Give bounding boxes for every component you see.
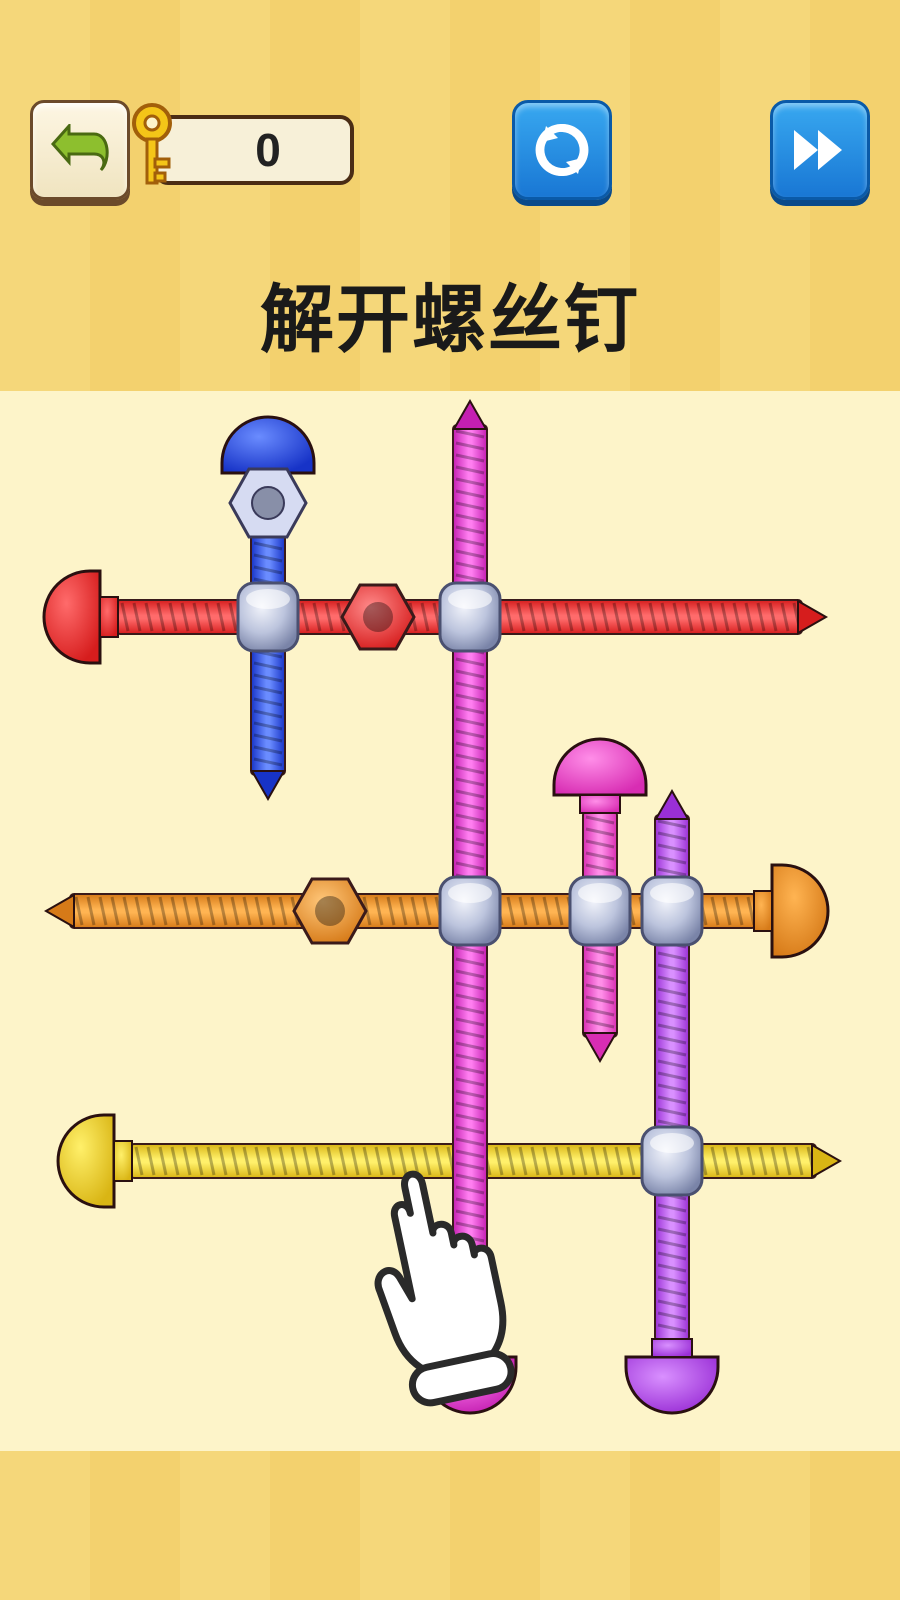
restart-button[interactable] xyxy=(512,100,612,200)
refresh-icon xyxy=(532,120,592,180)
connector xyxy=(238,583,298,651)
bolt-nut[interactable] xyxy=(230,469,306,537)
connector xyxy=(570,877,630,945)
key-counter: 0 xyxy=(154,115,354,185)
skip-button[interactable] xyxy=(770,100,870,200)
connector xyxy=(642,1127,702,1195)
hex-nut[interactable] xyxy=(342,585,414,649)
fast-forward-icon xyxy=(790,126,850,174)
top-bar: 0 xyxy=(0,0,900,220)
screw-yellow-h[interactable] xyxy=(58,1115,840,1207)
connector xyxy=(440,877,500,945)
screw-orange-h[interactable] xyxy=(46,865,828,957)
tutorial-hand-icon xyxy=(357,1162,518,1409)
hex-nut[interactable] xyxy=(294,879,366,943)
connector xyxy=(440,583,500,651)
screw-red-h[interactable] xyxy=(44,571,826,663)
back-button[interactable] xyxy=(30,100,130,200)
game-board[interactable] xyxy=(0,391,900,1451)
connector xyxy=(642,877,702,945)
key-icon xyxy=(122,101,188,197)
level-title: 解开螺丝钉 xyxy=(0,260,900,367)
back-arrow-icon xyxy=(49,124,111,176)
